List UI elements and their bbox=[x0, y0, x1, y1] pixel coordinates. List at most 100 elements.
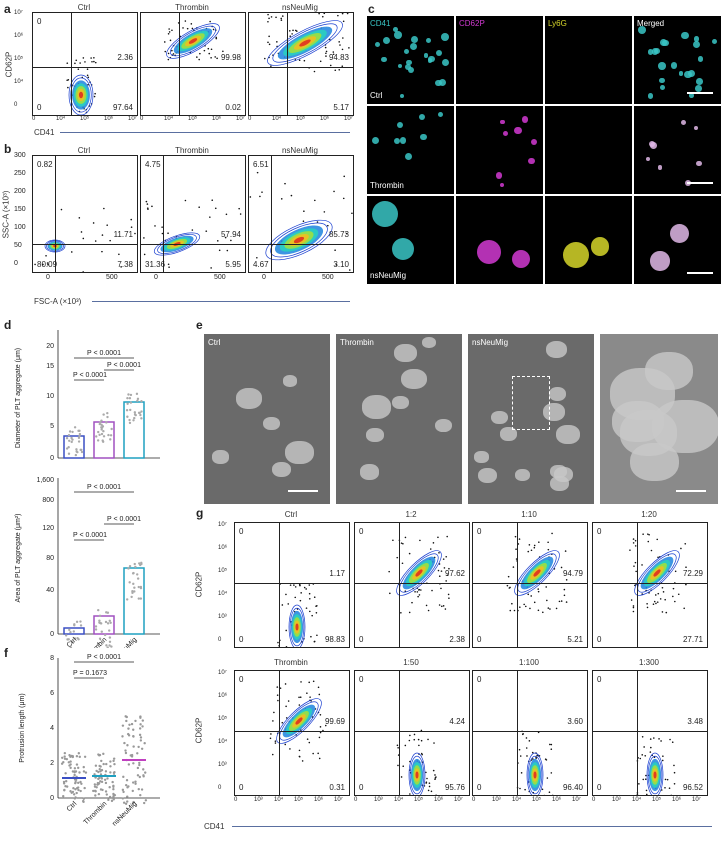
f-point bbox=[141, 719, 145, 722]
c-platelet bbox=[435, 50, 442, 57]
f-point bbox=[62, 780, 66, 784]
c-micrograph-tile: nsNeuMig bbox=[367, 196, 454, 284]
d-bottom-point bbox=[73, 637, 77, 640]
b-ytick: 250 bbox=[14, 170, 26, 177]
d-bottom-point bbox=[100, 630, 103, 633]
b-xtick: 0 bbox=[154, 274, 158, 281]
d-top-point bbox=[102, 413, 105, 416]
g-ytick: 0 bbox=[218, 785, 222, 791]
gate-horizontal bbox=[235, 583, 349, 584]
d-top-point bbox=[126, 396, 129, 400]
gate-vertical bbox=[637, 523, 638, 647]
g-xtick: 10⁴ bbox=[512, 797, 522, 803]
quadrant-ul: 0 bbox=[239, 675, 244, 684]
d-top-point bbox=[127, 393, 130, 396]
d-bottom-pvalue: P < 0.0001 bbox=[107, 516, 141, 523]
g-xtick: 10⁴ bbox=[632, 797, 642, 803]
f-point bbox=[113, 771, 116, 774]
quadrant-ll: 4.67 bbox=[253, 260, 269, 269]
d-top-point bbox=[67, 433, 71, 437]
f-point bbox=[139, 793, 142, 797]
b-xtick: 500 bbox=[214, 274, 226, 281]
f-point bbox=[130, 722, 134, 726]
gate-horizontal bbox=[593, 731, 707, 732]
c-platelet bbox=[420, 133, 427, 141]
e-platelet-blob bbox=[477, 467, 498, 484]
quadrant-ul: 0 bbox=[359, 527, 364, 536]
e-platelet-blob bbox=[212, 450, 229, 464]
d-bottom-bar bbox=[123, 567, 145, 635]
d-top-point bbox=[128, 421, 132, 425]
f-point bbox=[83, 755, 87, 758]
g-xtick: 10⁴ bbox=[394, 797, 404, 803]
f-point bbox=[78, 755, 81, 759]
f-point bbox=[138, 763, 141, 767]
f-point bbox=[112, 757, 116, 760]
c-row-label: nsNeuMig bbox=[370, 271, 407, 280]
d-top-point bbox=[139, 413, 142, 417]
f-point bbox=[125, 719, 128, 723]
gate-vertical bbox=[517, 523, 518, 647]
c-platelet bbox=[647, 93, 654, 100]
quadrant-ur: 99.98 bbox=[220, 53, 241, 62]
f-point bbox=[97, 782, 101, 785]
quadrant-ul: 0 bbox=[477, 675, 482, 684]
c-platelet bbox=[531, 138, 538, 145]
g-ylabel: CD62P bbox=[194, 571, 204, 598]
d-top-pvalue: P < 0.0001 bbox=[107, 362, 141, 369]
a-axis-arrow bbox=[60, 132, 350, 133]
f-category-label: Thrombin bbox=[83, 800, 109, 826]
c-micrograph-tile: Thrombin bbox=[367, 106, 454, 194]
f-point bbox=[100, 768, 104, 772]
c-platelet bbox=[411, 35, 419, 43]
f-point bbox=[62, 794, 65, 798]
g-ytick: 10⁴ bbox=[218, 739, 228, 745]
gate-vertical bbox=[279, 523, 280, 647]
quadrant-lr: 0.02 bbox=[225, 103, 241, 112]
e-platelet-blob bbox=[491, 410, 508, 425]
f-point bbox=[82, 800, 85, 804]
g-xtick: 10⁵ bbox=[414, 797, 424, 803]
f-point bbox=[140, 788, 144, 791]
f-point bbox=[77, 788, 80, 792]
f-point bbox=[124, 783, 128, 787]
gate-vertical bbox=[271, 156, 272, 272]
f-point bbox=[138, 775, 142, 779]
a-xtick: 10⁷ bbox=[236, 116, 245, 122]
g-xtick: 10⁵ bbox=[532, 797, 542, 803]
quadrant-lr: 0.31 bbox=[329, 783, 345, 792]
quadrant-ur: 57.94 bbox=[220, 230, 241, 239]
quadrant-ll: 0 bbox=[597, 783, 602, 792]
f-point bbox=[106, 777, 109, 780]
a-condition-title: Ctrl bbox=[77, 3, 91, 12]
d-top-point bbox=[136, 397, 140, 401]
f-point bbox=[105, 793, 108, 796]
g-ytick: 10⁵ bbox=[218, 568, 228, 574]
b-ytick: 200 bbox=[14, 188, 26, 195]
f-point bbox=[124, 802, 128, 805]
g-condition-title: Thrombin bbox=[274, 658, 308, 667]
gate-horizontal bbox=[473, 583, 587, 584]
c-platelet bbox=[371, 136, 380, 145]
c-platelet bbox=[662, 39, 669, 46]
d-top-point bbox=[133, 411, 137, 414]
c-platelet bbox=[511, 249, 531, 268]
d-bottom-point bbox=[79, 620, 82, 623]
e-zoom-box bbox=[512, 376, 550, 430]
d-top-point bbox=[107, 433, 110, 437]
c-platelet bbox=[398, 64, 403, 69]
d-top-point bbox=[68, 430, 72, 433]
c-micrograph-tile bbox=[634, 106, 721, 194]
d-bottom-ytick: 800 bbox=[42, 497, 54, 504]
f-chart-svg: 8 6 4 2 0 Protrusion length (μm) P < 0.0001 P =… bbox=[19, 654, 160, 828]
d-top-point bbox=[105, 421, 108, 424]
quadrant-ur: 2.36 bbox=[117, 53, 133, 62]
d-top-point bbox=[136, 399, 139, 403]
f-point bbox=[73, 773, 76, 777]
c-row-label: Ctrl bbox=[370, 91, 383, 100]
d-bottom-ytick: 1,600 bbox=[36, 477, 54, 484]
quadrant-ul: 0.82 bbox=[37, 160, 53, 169]
f-point bbox=[132, 734, 135, 738]
c-micrograph-tile bbox=[456, 196, 543, 284]
f-point bbox=[93, 773, 96, 776]
